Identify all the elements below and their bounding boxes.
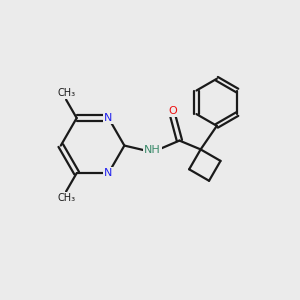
Text: N: N [104,168,113,178]
Text: NH: NH [144,145,161,155]
Text: CH₃: CH₃ [57,88,75,98]
Text: N: N [104,113,113,123]
Text: O: O [169,106,177,116]
Text: CH₃: CH₃ [57,193,75,203]
